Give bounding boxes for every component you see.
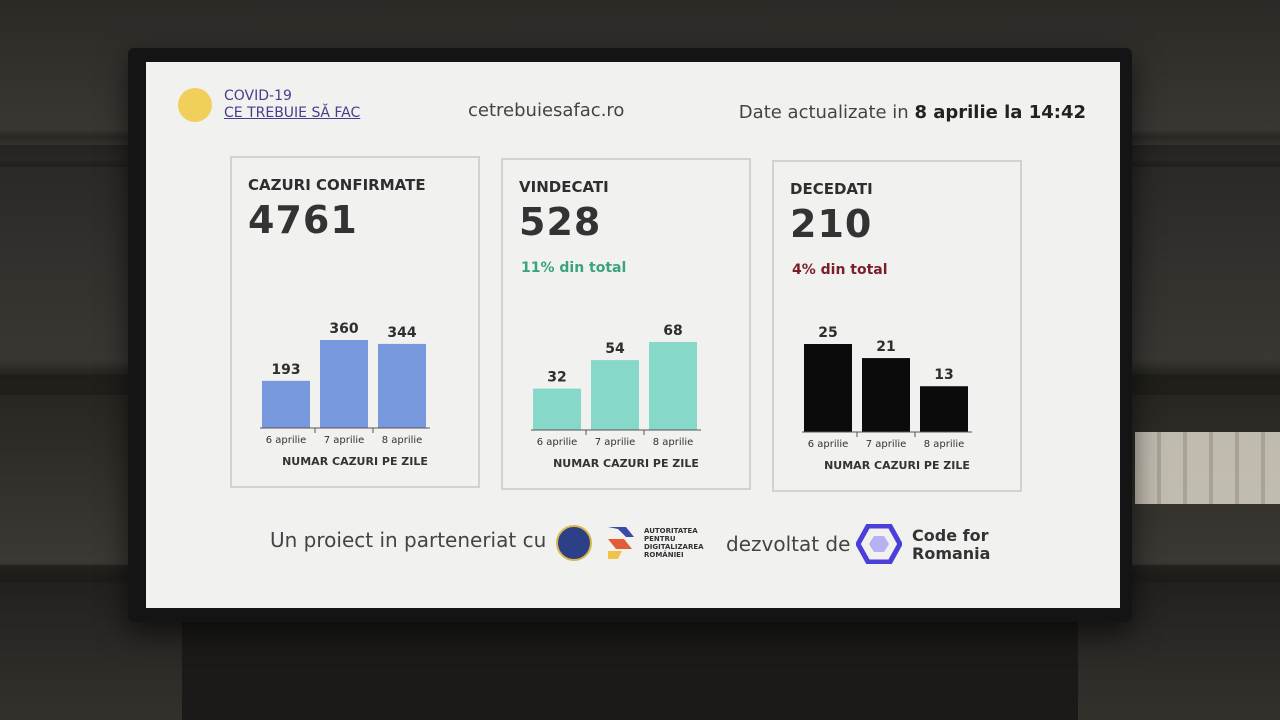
card-title: VINDECATI bbox=[519, 178, 609, 196]
bar-value-label: 344 bbox=[387, 325, 416, 341]
bar-value-label: 193 bbox=[271, 362, 300, 378]
bar-value-label: 25 bbox=[818, 325, 837, 341]
chart-caption: NUMAR CAZURI PE ZILE bbox=[282, 455, 428, 468]
recovered-card: VINDECATI 528 11% din total 32 6 aprilie 5… bbox=[501, 158, 751, 490]
bar bbox=[862, 358, 910, 432]
updated-prefix: Date actualizate in bbox=[738, 102, 915, 123]
covid-logo-icon bbox=[178, 88, 212, 122]
bar-value-label: 21 bbox=[876, 339, 895, 355]
category-label: 7 aprilie bbox=[595, 437, 636, 448]
chart-caption: NUMAR CAZURI PE ZILE bbox=[824, 459, 970, 472]
bar bbox=[649, 342, 697, 430]
ceiling-light bbox=[1135, 432, 1280, 504]
deaths-card: DECEDATI 210 4% din total 25 6 aprilie 21 7… bbox=[772, 160, 1022, 492]
confirmed-bar-chart: 193 6 aprilie 360 7 aprilie 344 8 aprilie bbox=[260, 308, 452, 453]
category-label: 6 aprilie bbox=[537, 437, 578, 448]
cfr-line1: Code for bbox=[912, 526, 989, 545]
bar bbox=[804, 344, 852, 432]
category-label: 8 aprilie bbox=[924, 439, 965, 450]
card-total: 210 bbox=[790, 202, 873, 246]
card-title: DECEDATI bbox=[790, 180, 873, 198]
dashboard-screen: COVID-19 CE TREBUIE SĂ FAC cetrebuiesafa… bbox=[146, 62, 1120, 608]
bar-chart-svg: 193 6 aprilie 360 7 aprilie 344 8 aprilie bbox=[260, 321, 430, 446]
government-seal-icon bbox=[556, 525, 592, 561]
category-label: 6 aprilie bbox=[808, 439, 849, 450]
tv-mount bbox=[182, 618, 1078, 720]
category-label: 6 aprilie bbox=[266, 435, 307, 446]
bar bbox=[378, 343, 426, 428]
brand-link[interactable]: CE TREBUIE SĂ FAC bbox=[224, 105, 361, 121]
brand[interactable]: COVID-19 CE TREBUIE SĂ FAC bbox=[224, 88, 360, 122]
card-percent: 4% din total bbox=[792, 262, 888, 278]
card-total: 528 bbox=[519, 200, 602, 244]
category-label: 8 aprilie bbox=[653, 437, 694, 448]
adr-name: AUTORITATEA PENTRU DIGITALIZAREA ROMÂNIE… bbox=[644, 527, 704, 559]
adr-logo-icon bbox=[608, 527, 634, 559]
brand-line1: COVID-19 bbox=[224, 88, 292, 104]
developed-by-text: dezvoltat de bbox=[726, 532, 851, 556]
bar bbox=[262, 380, 310, 428]
bar-value-label: 32 bbox=[547, 370, 566, 386]
bar-chart-svg: 25 6 aprilie 21 7 aprilie 13 8 aprilie bbox=[802, 325, 972, 450]
bar-value-label: 360 bbox=[329, 321, 358, 337]
card-total: 4761 bbox=[248, 198, 358, 242]
last-updated: Date actualizate in 8 aprilie la 14:42 bbox=[739, 102, 1086, 123]
category-label: 7 aprilie bbox=[866, 439, 907, 450]
bar-value-label: 13 bbox=[934, 367, 953, 383]
updated-value: 8 aprilie la 14:42 bbox=[914, 102, 1086, 123]
chart-caption: NUMAR CAZURI PE ZILE bbox=[553, 457, 699, 470]
bar bbox=[533, 388, 581, 430]
card-percent: 11% din total bbox=[521, 260, 627, 276]
code-for-romania-logo-icon bbox=[856, 524, 902, 564]
partner-text: Un proiect in parteneriat cu bbox=[270, 528, 547, 552]
bar bbox=[920, 386, 968, 432]
category-label: 8 aprilie bbox=[382, 435, 423, 446]
bar-value-label: 54 bbox=[605, 341, 625, 357]
bar bbox=[320, 340, 368, 428]
card-title: CAZURI CONFIRMATE bbox=[248, 176, 426, 194]
confirmed-cases-card: CAZURI CONFIRMATE 4761 193 6 aprilie 360 7 … bbox=[230, 156, 480, 488]
bar-chart-svg: 32 6 aprilie 54 7 aprilie 68 8 aprilie bbox=[531, 323, 701, 448]
site-url[interactable]: cetrebuiesafac.ro bbox=[468, 100, 625, 121]
bar-value-label: 68 bbox=[663, 323, 682, 339]
deaths-bar-chart: 25 6 aprilie 21 7 aprilie 13 8 aprilie bbox=[802, 312, 994, 457]
recovered-bar-chart: 32 6 aprilie 54 7 aprilie 68 8 aprilie bbox=[531, 310, 723, 455]
code-for-romania-name: Code for Romania bbox=[912, 527, 990, 563]
bar bbox=[591, 360, 639, 430]
cfr-line2: Romania bbox=[912, 544, 991, 563]
category-label: 7 aprilie bbox=[324, 435, 365, 446]
